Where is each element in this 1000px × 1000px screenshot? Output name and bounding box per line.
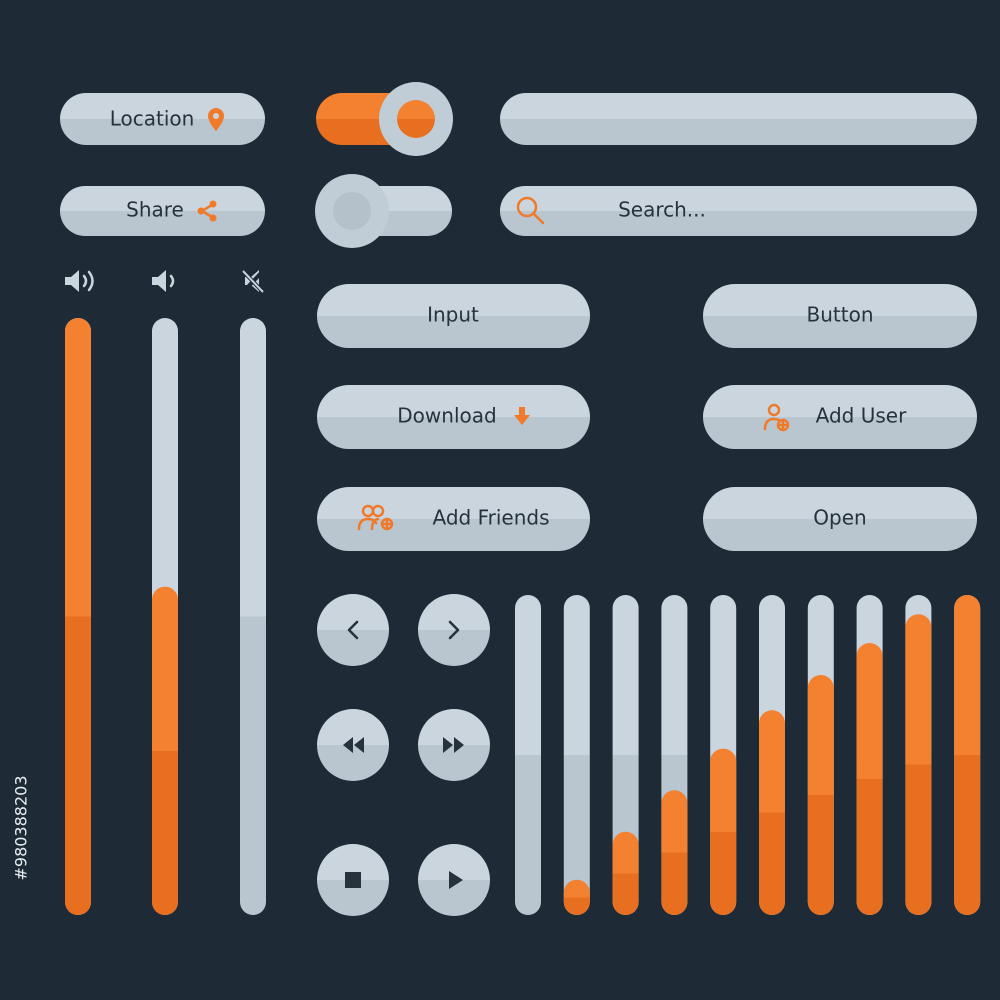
volume-slider-fill: [65, 318, 91, 915]
toggle[interactable]: [316, 82, 453, 156]
volume-icons: [65, 269, 265, 294]
equalizer-bar-fill: [807, 675, 834, 915]
equalizer-bar-track: [563, 595, 590, 915]
equalizer-bar-fill: [759, 710, 785, 915]
button-label: Share: [126, 198, 184, 222]
equalizer-bar-fill: [905, 614, 932, 915]
equalizer-bar-fill: [856, 643, 883, 915]
toggle-knob-inner: [397, 100, 435, 138]
button-label: Button: [807, 303, 874, 327]
button-label: Download: [397, 404, 496, 428]
open-button[interactable]: Open: [703, 487, 977, 551]
rewind-button[interactable]: [317, 709, 389, 781]
add-user-button[interactable]: Add User: [703, 385, 977, 449]
equalizer-bar-fill: [661, 790, 688, 915]
button-label: Add User: [816, 404, 907, 428]
equalizer-bar-fill: [954, 595, 981, 915]
button-label: Input: [427, 303, 479, 327]
add-friends-button[interactable]: Add Friends: [317, 487, 590, 551]
button-label: Location: [110, 107, 195, 131]
text-field[interactable]: [500, 93, 977, 145]
button-button[interactable]: Button: [703, 284, 977, 348]
next-button[interactable]: [418, 594, 490, 666]
play-button[interactable]: [418, 844, 490, 916]
stop-button[interactable]: [317, 844, 389, 916]
forward-button[interactable]: [418, 709, 490, 781]
button-label: Open: [813, 506, 866, 530]
search-placeholder: Search...: [618, 198, 706, 222]
button-label: Add Friends: [432, 506, 549, 530]
toggle[interactable]: [315, 174, 452, 248]
share-button[interactable]: Share: [60, 186, 265, 236]
location-button[interactable]: Location: [60, 93, 265, 145]
stock-id: #980388203: [12, 775, 31, 880]
volume-slider-fill: [152, 586, 178, 915]
volume-slider-track: [240, 318, 266, 915]
equalizer-bar-fill: [563, 879, 590, 915]
search-field[interactable]: Search...: [500, 186, 977, 236]
equalizer-bar-fill: [612, 831, 639, 915]
input-button[interactable]: Input: [317, 284, 590, 348]
equalizer-bar-fill: [710, 748, 737, 915]
toggle-knob-inner: [333, 192, 371, 230]
equalizer-bar-track: [515, 595, 541, 915]
prev-button[interactable]: [317, 594, 389, 666]
download-button[interactable]: Download: [317, 385, 590, 449]
